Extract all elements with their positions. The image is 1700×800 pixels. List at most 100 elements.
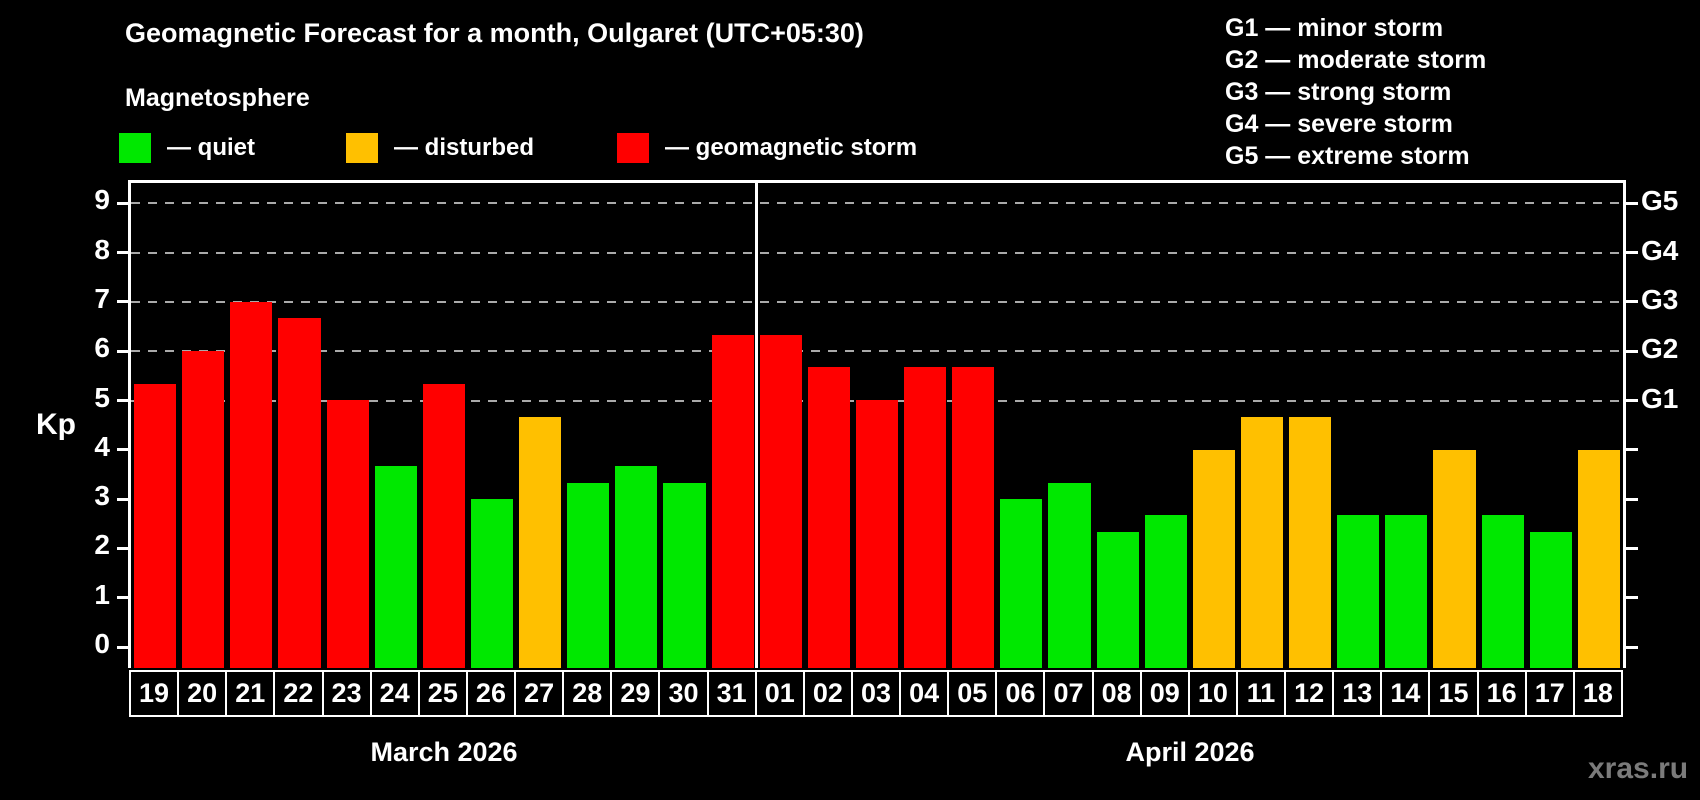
kp-bar-day-02 xyxy=(807,367,850,668)
chart-subtitle: Magnetosphere xyxy=(125,84,310,112)
gridline-kp6 xyxy=(131,350,1623,353)
g-legend-line-g1: G1 — minor storm xyxy=(1225,14,1444,42)
kp-bar-day-21 xyxy=(230,302,273,668)
day-label-13: 13 xyxy=(1332,670,1383,717)
kp-bar-day-16 xyxy=(1481,515,1524,668)
g-legend-line-g4: G4 — severe storm xyxy=(1225,110,1453,138)
day-label-24: 24 xyxy=(369,670,420,717)
y-tick-label-9: 9 xyxy=(94,184,110,216)
day-label-05: 05 xyxy=(947,670,998,717)
g-legend-line-g2: G2 — moderate storm xyxy=(1225,46,1487,74)
day-label-28: 28 xyxy=(562,670,613,717)
day-label-26: 26 xyxy=(465,670,517,717)
plot-border xyxy=(128,180,1626,668)
kp-bar-day-26 xyxy=(470,499,514,668)
kp-bar-day-01 xyxy=(759,335,802,668)
kp-bar-day-11 xyxy=(1240,417,1284,668)
kp-bar-day-09 xyxy=(1144,515,1187,668)
kp-bar-day-10 xyxy=(1192,450,1235,668)
day-label-21: 21 xyxy=(225,670,276,717)
kp-bar-day-17 xyxy=(1529,532,1572,668)
disturbed-swatch-icon xyxy=(346,133,378,163)
legend-label-storm: — geomagnetic storm xyxy=(665,134,918,161)
day-label-03: 03 xyxy=(850,670,902,717)
g-axis-label-G5: G5 xyxy=(1641,185,1679,217)
kp-bar-day-06 xyxy=(1000,499,1043,668)
g-axis-label-G3: G3 xyxy=(1641,283,1679,315)
plot-area xyxy=(131,183,1623,668)
kp-bar-day-27 xyxy=(519,417,562,668)
day-label-06: 06 xyxy=(995,670,1046,717)
kp-bar-day-23 xyxy=(326,400,369,668)
y-tick-label-2: 2 xyxy=(94,529,110,561)
gridline-kp8 xyxy=(131,251,1623,254)
day-label-02: 02 xyxy=(802,670,853,717)
day-label-16: 16 xyxy=(1476,670,1527,717)
g-legend-line-g5: G5 — extreme storm xyxy=(1225,142,1470,170)
day-label-12: 12 xyxy=(1284,670,1335,717)
legend-item-storm: — geomagnetic storm xyxy=(617,132,917,164)
day-label-04: 04 xyxy=(899,670,950,717)
g-axis-label-G4: G4 xyxy=(1641,234,1679,266)
day-label-10: 10 xyxy=(1187,670,1238,717)
day-label-25: 25 xyxy=(417,670,468,717)
day-label-31: 31 xyxy=(706,670,757,717)
legend-label-disturbed: — disturbed xyxy=(394,134,535,161)
legend-item-disturbed: — disturbed xyxy=(346,132,534,164)
day-label-20: 20 xyxy=(177,670,228,717)
page-title: Geomagnetic Forecast for a month, Oulgar… xyxy=(125,18,864,48)
day-label-15: 15 xyxy=(1428,670,1479,717)
month-label-march: March 2026 xyxy=(370,737,518,767)
y-tick-label-3: 3 xyxy=(94,480,110,512)
kp-bar-day-25 xyxy=(422,384,465,668)
kp-bar-day-20 xyxy=(182,351,225,668)
legend-label-quiet: — quiet xyxy=(167,134,255,161)
day-label-19: 19 xyxy=(129,670,180,717)
y-tick-label-0: 0 xyxy=(94,628,110,659)
g-axis-label-G2: G2 xyxy=(1641,333,1679,365)
day-label-17: 17 xyxy=(1524,670,1575,717)
kp-bar-day-28 xyxy=(567,483,610,668)
day-label-29: 29 xyxy=(610,670,661,717)
day-label-08: 08 xyxy=(1091,670,1142,717)
month-separator xyxy=(755,183,759,668)
day-label-27: 27 xyxy=(514,670,565,717)
y-tick-label-8: 8 xyxy=(94,233,110,265)
day-label-14: 14 xyxy=(1380,670,1431,717)
kp-bar-day-14 xyxy=(1385,515,1428,668)
day-label-09: 09 xyxy=(1139,670,1190,717)
kp-bar-day-08 xyxy=(1096,532,1139,668)
gridline-kp9 xyxy=(131,202,1623,205)
g-axis-label-G1: G1 xyxy=(1641,382,1679,414)
day-label-23: 23 xyxy=(321,670,372,717)
kp-bar-day-24 xyxy=(374,466,417,668)
kp-bar-day-15 xyxy=(1433,450,1476,668)
kp-bar-day-04 xyxy=(904,367,947,668)
kp-bar-day-18 xyxy=(1577,450,1620,668)
quiet-swatch-icon xyxy=(119,133,151,163)
kp-bar-day-29 xyxy=(615,466,658,668)
day-label-18: 18 xyxy=(1572,670,1623,717)
kp-bar-day-12 xyxy=(1289,417,1332,668)
y-tick-label-6: 6 xyxy=(94,332,110,364)
day-label-22: 22 xyxy=(273,670,324,717)
storm-swatch-icon xyxy=(617,133,649,163)
kp-bar-day-19 xyxy=(134,384,177,668)
watermark: xras.ru xyxy=(1588,752,1689,785)
y-axis-title: Kp xyxy=(36,408,76,441)
day-label-11: 11 xyxy=(1235,670,1287,717)
kp-bar-day-05 xyxy=(952,367,995,668)
gridline-kp7 xyxy=(131,300,1623,303)
kp-bar-day-07 xyxy=(1048,483,1091,668)
g-legend-line-g3: G3 — strong storm xyxy=(1225,78,1452,106)
kp-bar-day-31 xyxy=(711,335,754,668)
day-label-30: 30 xyxy=(658,670,709,717)
y-tick-label-1: 1 xyxy=(94,578,110,610)
y-tick-label-7: 7 xyxy=(94,282,110,314)
kp-bar-day-30 xyxy=(663,483,706,668)
g-scale-legend: G1 — minor storm G2 — moderate storm G3 … xyxy=(1225,12,1486,172)
legend-item-quiet: — quiet xyxy=(119,132,255,164)
kp-bar-day-22 xyxy=(278,318,321,668)
kp-bar-day-13 xyxy=(1337,515,1380,668)
month-label-april: April 2026 xyxy=(1125,737,1255,767)
